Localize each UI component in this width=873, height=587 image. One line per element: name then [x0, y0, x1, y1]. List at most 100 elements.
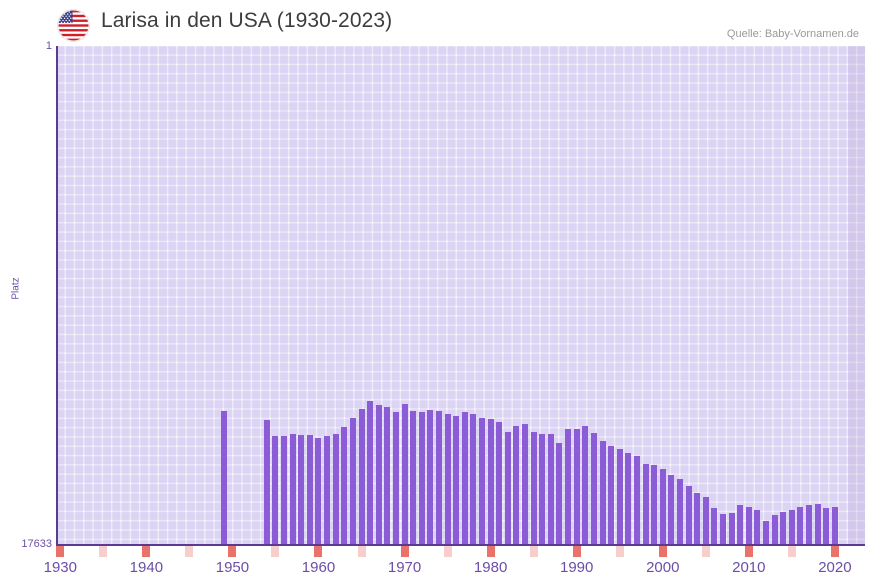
- bar-1994[interactable]: [608, 446, 615, 545]
- bar-1986[interactable]: [539, 433, 546, 545]
- bar-1966[interactable]: [367, 401, 374, 545]
- bar-1965[interactable]: [358, 409, 365, 545]
- bar-1999[interactable]: [651, 464, 658, 545]
- x-tick-1950: [228, 546, 237, 557]
- x-tick-1935: [99, 546, 108, 557]
- bar-1985[interactable]: [530, 432, 537, 545]
- bar-1961[interactable]: [324, 436, 331, 545]
- bar-2012[interactable]: [763, 520, 770, 545]
- bar-1981[interactable]: [496, 421, 503, 545]
- bar-2017[interactable]: [806, 505, 813, 545]
- x-tick-1975: [443, 546, 452, 557]
- bar-1970[interactable]: [401, 403, 408, 545]
- bar-2004[interactable]: [694, 492, 701, 545]
- bar-1962[interactable]: [332, 433, 339, 545]
- chart-header: Larisa in den USA (1930-2023) Quelle: Ba…: [0, 0, 873, 46]
- bar-1954[interactable]: [263, 419, 270, 545]
- bar-2011[interactable]: [754, 510, 761, 545]
- bar-2008[interactable]: [728, 512, 735, 545]
- x-tick-2010: [744, 546, 753, 557]
- bar-1975[interactable]: [444, 413, 451, 545]
- x-tick-1930: [56, 546, 65, 557]
- bar-2005[interactable]: [702, 497, 709, 545]
- bar-1957[interactable]: [289, 434, 296, 545]
- bar-1968[interactable]: [384, 407, 391, 545]
- bar-2015[interactable]: [788, 510, 795, 545]
- grid-cells: [56, 46, 865, 545]
- bar-2006[interactable]: [711, 507, 718, 545]
- source-attribution: Quelle: Baby-Vornamen.de: [726, 28, 859, 40]
- y-axis-bottom-label: 17633: [21, 538, 52, 550]
- x-tick-2000: [658, 546, 667, 557]
- bar-2007[interactable]: [719, 514, 726, 545]
- y-axis-title: Platz: [10, 277, 22, 300]
- bar-2001[interactable]: [668, 475, 675, 545]
- x-axis-label-2010: 2010: [732, 559, 766, 576]
- x-axis-label-1960: 1960: [301, 559, 336, 576]
- y-axis-top-label: 1: [45, 40, 52, 52]
- us-flag-icon: [58, 10, 89, 41]
- x-tick-1960: [314, 546, 323, 557]
- x-axis-line: [56, 544, 865, 546]
- x-tick-1955: [271, 546, 280, 557]
- bar-1967[interactable]: [375, 405, 382, 545]
- bar-1995[interactable]: [616, 448, 623, 545]
- y-axis-line: [56, 46, 58, 546]
- bar-1996[interactable]: [625, 452, 632, 545]
- bar-1959[interactable]: [306, 435, 313, 545]
- bar-1976[interactable]: [453, 415, 460, 545]
- x-tick-2020: [830, 546, 839, 557]
- bar-1989[interactable]: [565, 429, 572, 545]
- bar-1955[interactable]: [272, 436, 279, 545]
- x-axis-label-1950: 1950: [215, 559, 250, 576]
- bar-2013[interactable]: [771, 515, 778, 545]
- bar-1964[interactable]: [349, 417, 356, 545]
- bar-1980[interactable]: [487, 418, 494, 545]
- bar-1956[interactable]: [281, 436, 288, 545]
- bar-1990[interactable]: [573, 428, 580, 545]
- page-title: Larisa in den USA (1930-2023): [101, 9, 393, 32]
- bar-1963[interactable]: [341, 426, 348, 545]
- bar-2018[interactable]: [814, 503, 821, 545]
- x-tick-2015: [787, 546, 796, 557]
- bar-2016[interactable]: [797, 507, 804, 545]
- bar-1997[interactable]: [633, 456, 640, 545]
- bar-1991[interactable]: [582, 425, 589, 545]
- bar-1977[interactable]: [461, 412, 468, 545]
- bar-series: [56, 46, 865, 545]
- bar-1993[interactable]: [599, 441, 606, 545]
- bar-1987[interactable]: [547, 433, 554, 545]
- bar-1949[interactable]: [220, 410, 227, 545]
- bar-2019[interactable]: [823, 507, 830, 545]
- bar-2009[interactable]: [737, 504, 744, 545]
- bar-1972[interactable]: [418, 412, 425, 545]
- bar-1978[interactable]: [470, 413, 477, 545]
- bar-1998[interactable]: [642, 463, 649, 545]
- bar-1958[interactable]: [298, 435, 305, 545]
- x-tick-1995: [615, 546, 624, 557]
- bar-1971[interactable]: [410, 410, 417, 545]
- bar-1979[interactable]: [479, 417, 486, 545]
- x-tick-1980: [486, 546, 495, 557]
- bar-1984[interactable]: [522, 423, 529, 545]
- bar-2010[interactable]: [745, 507, 752, 545]
- x-axis-label-1980: 1980: [473, 559, 508, 576]
- x-tick-1990: [572, 546, 581, 557]
- bar-1983[interactable]: [513, 426, 520, 545]
- bar-1982[interactable]: [504, 432, 511, 545]
- x-axis-label-2020: 2020: [818, 559, 852, 576]
- bar-2003[interactable]: [685, 486, 692, 545]
- bar-1960[interactable]: [315, 437, 322, 545]
- x-tick-1985: [529, 546, 538, 557]
- bar-1973[interactable]: [427, 409, 434, 545]
- bar-2000[interactable]: [659, 468, 666, 545]
- bar-1969[interactable]: [392, 412, 399, 545]
- x-axis-label-1940: 1940: [129, 559, 164, 576]
- bar-1974[interactable]: [435, 410, 442, 545]
- bar-2014[interactable]: [780, 512, 787, 545]
- bar-1992[interactable]: [590, 432, 597, 545]
- bar-2020[interactable]: [831, 507, 838, 545]
- bar-1988[interactable]: [556, 443, 563, 545]
- x-axis-label-2000: 2000: [646, 559, 680, 576]
- bar-2002[interactable]: [676, 479, 683, 545]
